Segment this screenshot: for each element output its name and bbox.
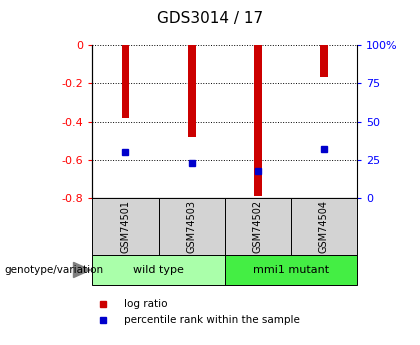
Text: percentile rank within the sample: percentile rank within the sample bbox=[124, 315, 300, 325]
Bar bbox=[254, 45, 262, 196]
Text: GSM74503: GSM74503 bbox=[186, 200, 197, 253]
Text: GDS3014 / 17: GDS3014 / 17 bbox=[157, 11, 263, 27]
Text: GSM74502: GSM74502 bbox=[253, 200, 263, 253]
Bar bbox=[320, 45, 328, 78]
Text: GSM74504: GSM74504 bbox=[319, 200, 329, 253]
Text: genotype/variation: genotype/variation bbox=[4, 265, 103, 275]
Text: log ratio: log ratio bbox=[124, 299, 168, 308]
Bar bbox=[121, 45, 129, 118]
Polygon shape bbox=[74, 262, 90, 277]
Text: wild type: wild type bbox=[133, 265, 184, 275]
Bar bbox=[188, 45, 196, 137]
Text: GSM74501: GSM74501 bbox=[121, 200, 131, 253]
Text: mmi1 mutant: mmi1 mutant bbox=[253, 265, 329, 275]
